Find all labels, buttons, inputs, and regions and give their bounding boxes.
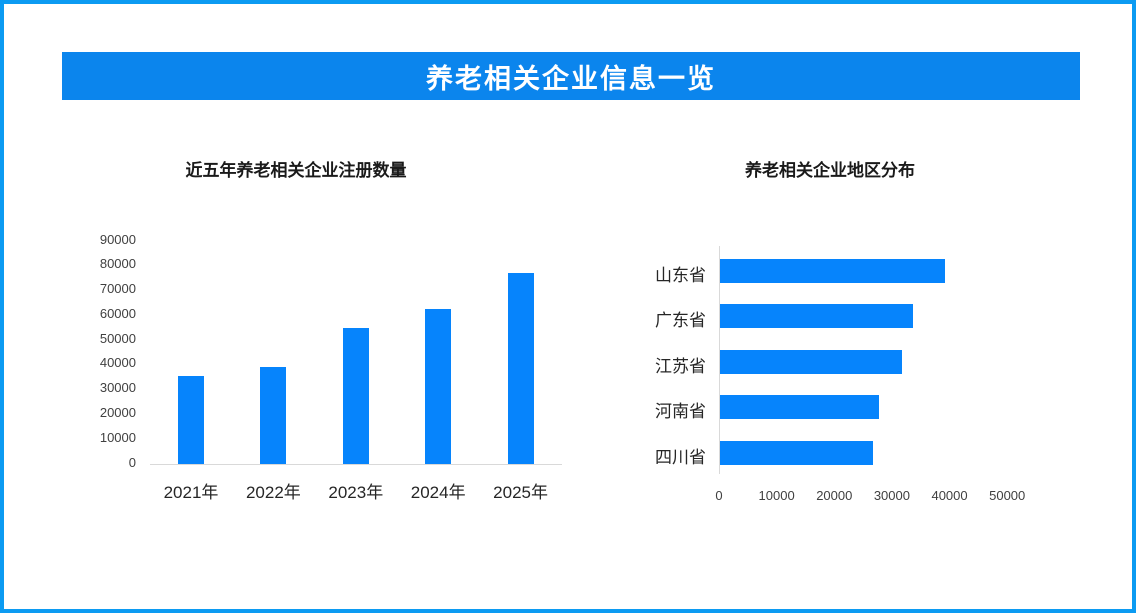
y-tick-label: 20000 <box>99 404 136 420</box>
y-category-label: 河南省 <box>655 402 706 422</box>
bar-2025年 <box>507 273 534 464</box>
y-category-label: 广东省 <box>655 311 706 331</box>
title-banner: 养老相关企业信息一览 <box>62 52 1080 100</box>
y-tick-label: 40000 <box>99 355 136 371</box>
bar-广东省 <box>720 304 913 329</box>
chart-registrations-title: 近五年养老相关企业注册数量 <box>185 161 407 180</box>
bar-江苏省 <box>720 349 902 374</box>
y-category-label: 山东省 <box>655 265 706 285</box>
y-tick-label: 30000 <box>99 380 136 396</box>
x-axis-line <box>150 464 562 465</box>
x-category-label: 2025年 <box>493 483 548 502</box>
x-category-label: 2023年 <box>328 483 384 502</box>
page-title: 养老相关企业信息一览 <box>426 63 716 94</box>
x-tick-label: 0 <box>715 488 723 503</box>
x-tick-label: 10000 <box>758 488 795 503</box>
y-category-label: 江苏省 <box>655 356 706 376</box>
y-tick-label: 80000 <box>99 256 136 272</box>
x-tick-label: 40000 <box>931 488 968 503</box>
bar-四川省 <box>720 440 873 465</box>
bar-2023年 <box>342 328 369 464</box>
chart-regions-title: 养老相关企业地区分布 <box>745 161 915 180</box>
y-axis-line <box>719 246 720 474</box>
bar-2022年 <box>260 367 287 464</box>
x-tick-label: 20000 <box>816 488 853 503</box>
y-tick-label: 60000 <box>99 305 136 321</box>
x-category-label: 2024年 <box>410 483 466 502</box>
y-tick-label: 0 <box>128 454 136 470</box>
bar-河南省 <box>720 395 879 420</box>
x-category-label: 2021年 <box>163 483 219 502</box>
bar-山东省 <box>720 258 945 283</box>
x-tick-label: 30000 <box>873 488 910 503</box>
footer: 数据来源: 天眼查 TianYanCha.com <box>4 534 1132 609</box>
y-tick-label: 90000 <box>99 231 136 247</box>
y-tick-label: 10000 <box>99 429 136 445</box>
bar-2021年 <box>178 376 204 464</box>
x-category-label: 2022年 <box>245 483 301 502</box>
y-category-label: 四川省 <box>655 447 706 467</box>
y-tick-label: 50000 <box>99 330 136 346</box>
x-tick-label: 50000 <box>989 488 1026 503</box>
y-tick-label: 70000 <box>99 281 136 297</box>
bar-2024年 <box>425 309 452 464</box>
